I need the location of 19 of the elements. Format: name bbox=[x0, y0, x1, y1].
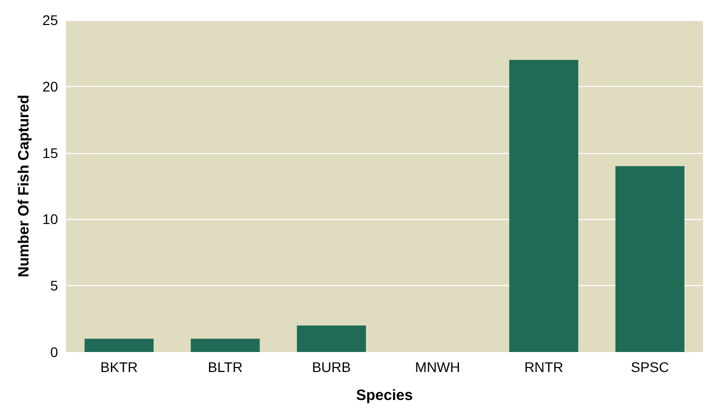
x-tick-label: SPSC bbox=[630, 359, 669, 375]
bar bbox=[84, 338, 154, 352]
bar bbox=[509, 60, 578, 352]
y-tick-label: 15 bbox=[42, 144, 58, 161]
y-axis-title: Number Of Fish Captured bbox=[16, 94, 33, 278]
y-tick-label: 20 bbox=[42, 78, 58, 94]
bar bbox=[190, 338, 260, 352]
x-tick-label: BLTR bbox=[208, 359, 243, 375]
y-tick-label: 25 bbox=[42, 12, 58, 28]
x-tick-label: RNTR bbox=[524, 359, 564, 375]
x-axis-title: Species bbox=[356, 387, 413, 404]
bar bbox=[296, 325, 366, 352]
x-tick-label: BURB bbox=[312, 359, 351, 375]
bar bbox=[615, 166, 684, 352]
x-tick-label: MNWH bbox=[415, 359, 460, 375]
y-tick-label: 10 bbox=[42, 211, 58, 228]
x-tick-label: BKTR bbox=[100, 359, 138, 375]
y-tick-label: 5 bbox=[50, 278, 58, 294]
y-tick-label: 0 bbox=[50, 344, 58, 360]
